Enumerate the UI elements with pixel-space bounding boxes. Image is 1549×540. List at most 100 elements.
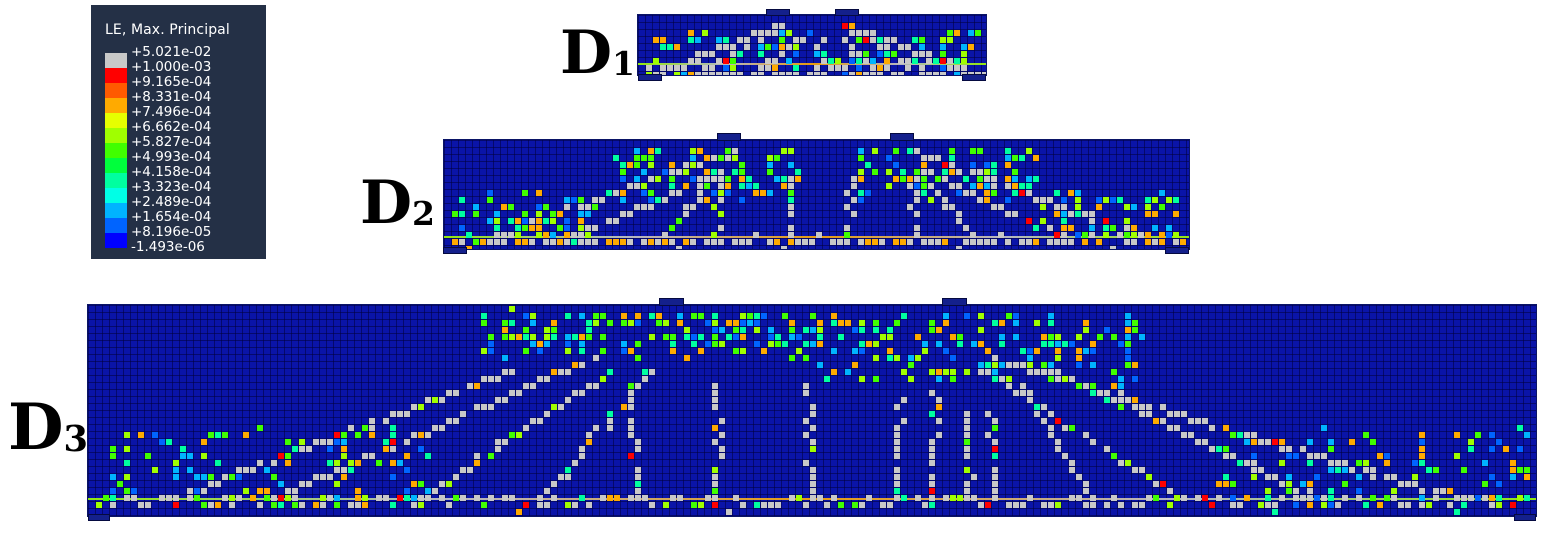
strain-cell (502, 355, 508, 361)
legend-value: +1.654e-04 (131, 209, 212, 225)
strain-cell (894, 446, 900, 452)
strain-cell (1230, 481, 1236, 487)
strain-cell (579, 334, 585, 340)
strain-cell (975, 30, 981, 36)
strain-cell (362, 502, 368, 508)
strain-cell (859, 327, 865, 333)
strain-cell (744, 44, 750, 50)
strain-cell (653, 58, 659, 64)
strain-cell (865, 239, 871, 245)
strain-cell (956, 246, 962, 249)
strain-cell (768, 341, 774, 347)
strain-cell (788, 176, 794, 182)
strain-cell (1055, 348, 1061, 354)
strain-cell (613, 239, 619, 245)
strain-cell (1055, 334, 1061, 340)
strain-cell (1152, 197, 1158, 203)
strain-cell (793, 72, 799, 75)
strain-cell (942, 176, 948, 182)
strain-cell (887, 327, 893, 333)
strain-cell (124, 488, 130, 494)
strain-cell (620, 176, 626, 182)
strain-cell (1103, 197, 1109, 203)
strain-cell (725, 155, 731, 161)
strain-cell (891, 51, 897, 57)
strain-cell (1089, 225, 1095, 231)
strain-cell (628, 418, 634, 424)
strain-cell (753, 232, 759, 238)
strain-cell (758, 30, 764, 36)
strain-cell (138, 502, 144, 508)
strain-cell (942, 197, 948, 203)
strain-cell (1265, 495, 1271, 501)
strain-cell (1377, 502, 1383, 508)
strain-cell (1033, 225, 1039, 231)
strain-cell (1124, 239, 1130, 245)
strain-cell (838, 334, 844, 340)
strain-cell (781, 183, 787, 189)
strain-cell (779, 23, 785, 29)
strain-cell (1012, 190, 1018, 196)
strain-cell (1131, 204, 1137, 210)
strain-cell (1209, 502, 1215, 508)
strain-cell (1307, 460, 1313, 466)
strain-cell (1027, 397, 1033, 403)
strain-cell (1321, 425, 1327, 431)
strain-cell (970, 183, 976, 189)
strain-cell (1041, 369, 1047, 375)
loading-plate (766, 9, 790, 16)
strain-cell (1111, 397, 1117, 403)
strain-cell (705, 320, 711, 326)
strain-cell (900, 169, 906, 175)
strain-cell (1328, 502, 1334, 508)
strain-cell (676, 246, 682, 249)
strain-cell (446, 481, 452, 487)
strain-cell (718, 176, 724, 182)
strain-cell (306, 446, 312, 452)
legend-swatch (105, 233, 127, 248)
strain-cell (578, 211, 584, 217)
strain-cell (716, 37, 722, 43)
strain-cell (628, 348, 634, 354)
strain-cell (817, 495, 823, 501)
strain-cell (831, 320, 837, 326)
strain-cell (543, 232, 549, 238)
strain-cell (793, 65, 799, 71)
strain-cell (474, 460, 480, 466)
strain-cell (950, 369, 956, 375)
strain-cell (695, 51, 701, 57)
strain-cell (914, 232, 920, 238)
strain-cell (992, 481, 998, 487)
strain-cell (537, 495, 543, 501)
strain-cell (985, 369, 991, 375)
strain-cell (362, 495, 368, 501)
strain-cell (810, 467, 816, 473)
strain-cell (942, 239, 948, 245)
strain-cell (984, 197, 990, 203)
strain-cell (985, 348, 991, 354)
strain-cell (1054, 232, 1060, 238)
strain-cell (716, 44, 722, 50)
strain-cell (1475, 432, 1481, 438)
strain-cell (557, 225, 563, 231)
strain-cell (796, 495, 802, 501)
strain-cell (600, 313, 606, 319)
strain-cell (670, 334, 676, 340)
strain-cell (509, 390, 515, 396)
strain-cell (663, 320, 669, 326)
strain-cell (901, 495, 907, 501)
strain-cell (565, 341, 571, 347)
strain-cell (599, 197, 605, 203)
strain-cell (779, 44, 785, 50)
strain-cell (984, 239, 990, 245)
strain-cell (669, 190, 675, 196)
strain-cell (663, 334, 669, 340)
strain-cell (292, 488, 298, 494)
strain-cell (789, 355, 795, 361)
strain-cell (803, 460, 809, 466)
strain-cell (772, 23, 778, 29)
strain-cell (786, 44, 792, 50)
loading-plate (659, 298, 684, 306)
strain-cell (124, 446, 130, 452)
strain-cell (579, 453, 585, 459)
